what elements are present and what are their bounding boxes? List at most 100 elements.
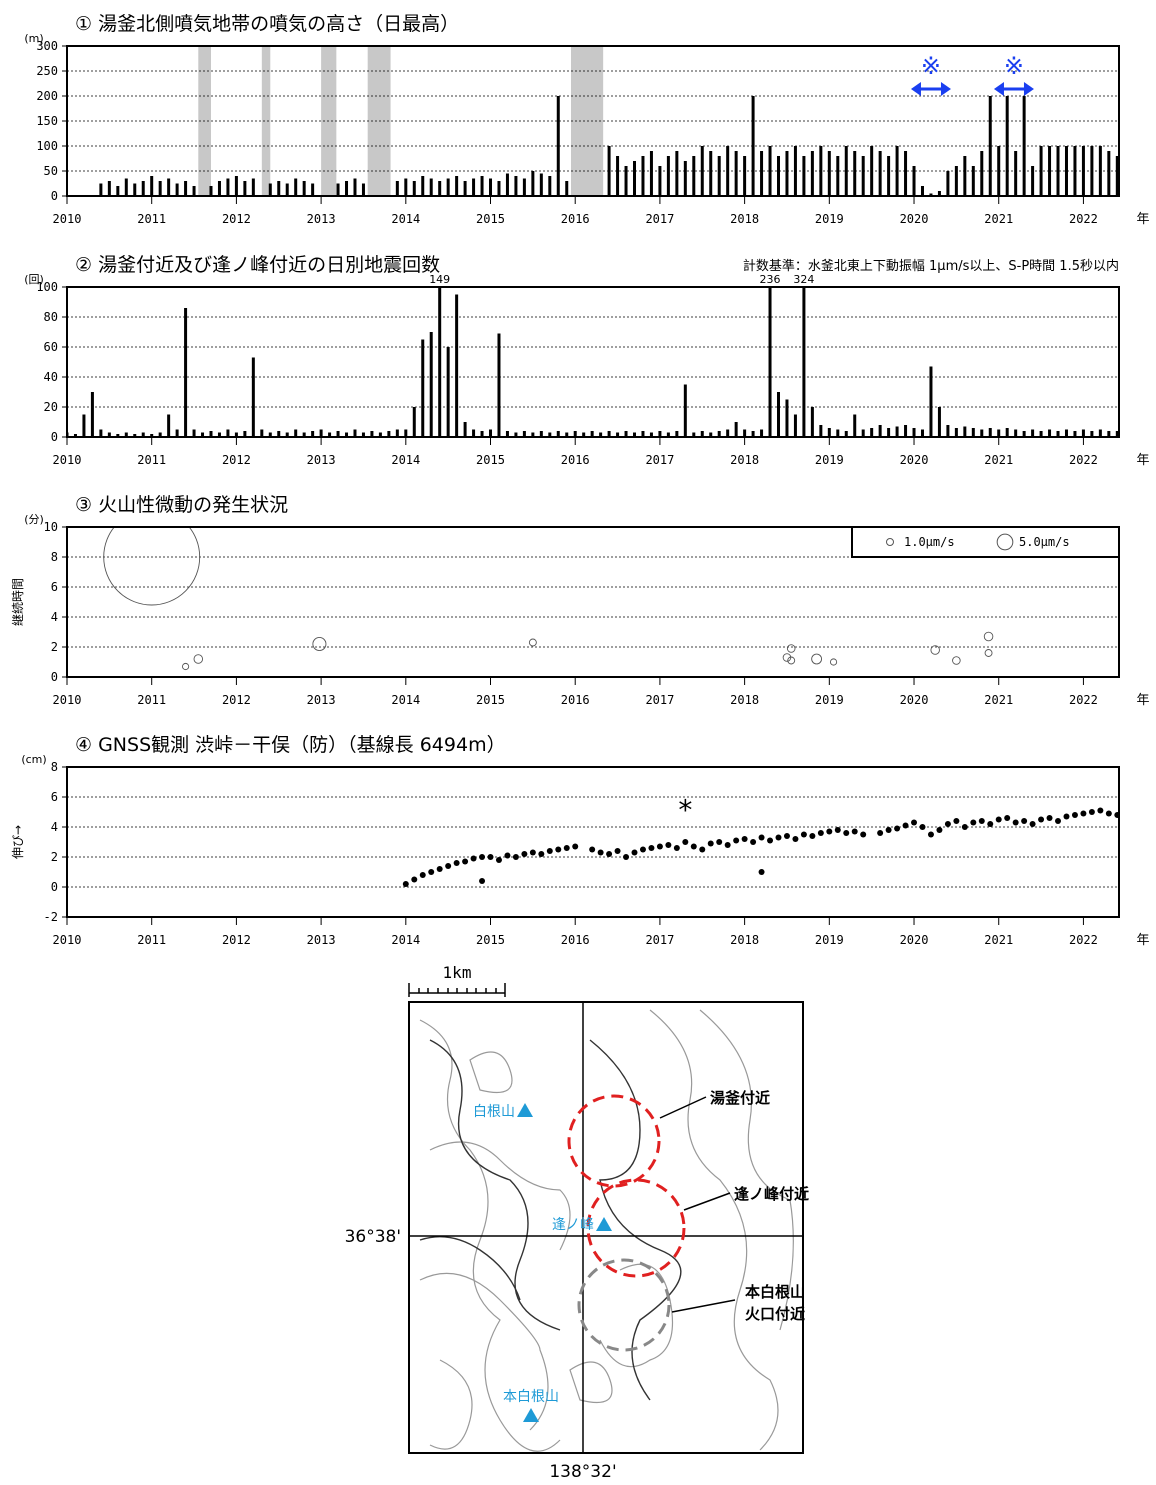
chart: ④ GNSS観測 渋峠－干俣（防）（基線長 6494m） (cm) 伸び→ 年 -2 0 2… [11, 734, 1150, 948]
bar [395, 181, 399, 196]
annotation: * [678, 794, 692, 827]
y-tick-label: 4 [51, 820, 58, 834]
x-tick-label: 2016 [561, 212, 590, 226]
point [995, 816, 1002, 823]
legend-label: 1.0μm/s [904, 535, 955, 549]
bar [505, 173, 509, 196]
bar [810, 151, 814, 196]
point [775, 834, 782, 841]
bar [1039, 146, 1043, 196]
point [885, 827, 892, 833]
point [707, 840, 714, 847]
bar [717, 431, 721, 437]
x-tick-label: 2012 [222, 212, 251, 226]
bar [895, 146, 899, 196]
bar [446, 178, 450, 196]
bar [480, 431, 484, 437]
x-tick-label: 2012 [222, 453, 251, 467]
bar [505, 431, 509, 437]
point [648, 845, 655, 851]
point [512, 854, 519, 860]
bar [997, 429, 1001, 437]
point [1004, 815, 1011, 821]
point [470, 855, 477, 862]
point [623, 854, 630, 860]
bar [158, 432, 162, 437]
bar [734, 151, 738, 196]
value-label: 324 [793, 273, 814, 286]
bar [387, 431, 391, 437]
bar [421, 176, 425, 196]
point [843, 830, 850, 836]
bubble [984, 649, 993, 657]
point [597, 849, 604, 856]
bar [649, 432, 653, 437]
bar [1039, 431, 1043, 437]
bar [768, 146, 772, 196]
bar [861, 429, 865, 437]
bar [1048, 146, 1052, 196]
bar [217, 432, 221, 437]
bar [751, 96, 755, 196]
bar [311, 431, 315, 437]
bubble [787, 656, 796, 665]
point [1046, 815, 1053, 821]
bar [1005, 428, 1009, 437]
bar [192, 186, 196, 196]
bar [565, 432, 569, 437]
bar [455, 294, 459, 437]
point [953, 818, 960, 824]
bar [167, 178, 171, 196]
bar [429, 178, 433, 196]
bar [1073, 146, 1077, 196]
bar [675, 151, 679, 196]
bar [489, 429, 493, 437]
bar [1014, 151, 1018, 196]
bar [268, 183, 272, 196]
y-tick-label: 0 [51, 430, 58, 444]
bar [539, 173, 543, 196]
point [911, 819, 918, 826]
bar [912, 166, 916, 196]
point [826, 828, 833, 835]
point [724, 842, 731, 848]
bar [887, 428, 891, 437]
bar [556, 96, 560, 196]
bar [1064, 146, 1068, 196]
x-tick-label: 2013 [307, 212, 336, 226]
bar [404, 178, 408, 196]
bar [302, 432, 306, 437]
y-tick-label: 80 [44, 310, 58, 324]
lat-label: 36°38' [345, 1227, 401, 1247]
bar [209, 186, 213, 196]
point [1029, 821, 1036, 827]
point [665, 842, 672, 848]
x-tick-label: 2014 [391, 933, 420, 947]
bar [226, 429, 230, 437]
bar [887, 156, 891, 196]
bar [633, 432, 637, 437]
point [783, 833, 790, 839]
point [1021, 818, 1028, 824]
x-unit: 年 [1136, 693, 1149, 708]
bar [963, 156, 967, 196]
bar [328, 432, 332, 437]
bar [175, 429, 179, 437]
bar [683, 161, 687, 196]
bubble [829, 658, 838, 666]
x-tick-label: 2022 [1069, 693, 1098, 707]
x-unit: 年 [1136, 933, 1149, 948]
x-tick-label: 2010 [53, 933, 82, 947]
x-tick-label: 2017 [645, 933, 674, 947]
y-tick-label: 100 [36, 139, 58, 153]
bar [946, 425, 950, 437]
bar [785, 399, 789, 437]
x-tick-label: 2021 [984, 212, 1013, 226]
bar [954, 166, 958, 196]
y-tick-label: 8 [51, 760, 58, 774]
x-tick-label: 2020 [900, 933, 929, 947]
x-tick-label: 2017 [645, 212, 674, 226]
chart: ② 湯釜付近及び逢ノ峰付近の日別地震回数 計数基準：水釜北東上下動振幅 1μm/s… [24, 254, 1149, 468]
bar [709, 432, 713, 437]
